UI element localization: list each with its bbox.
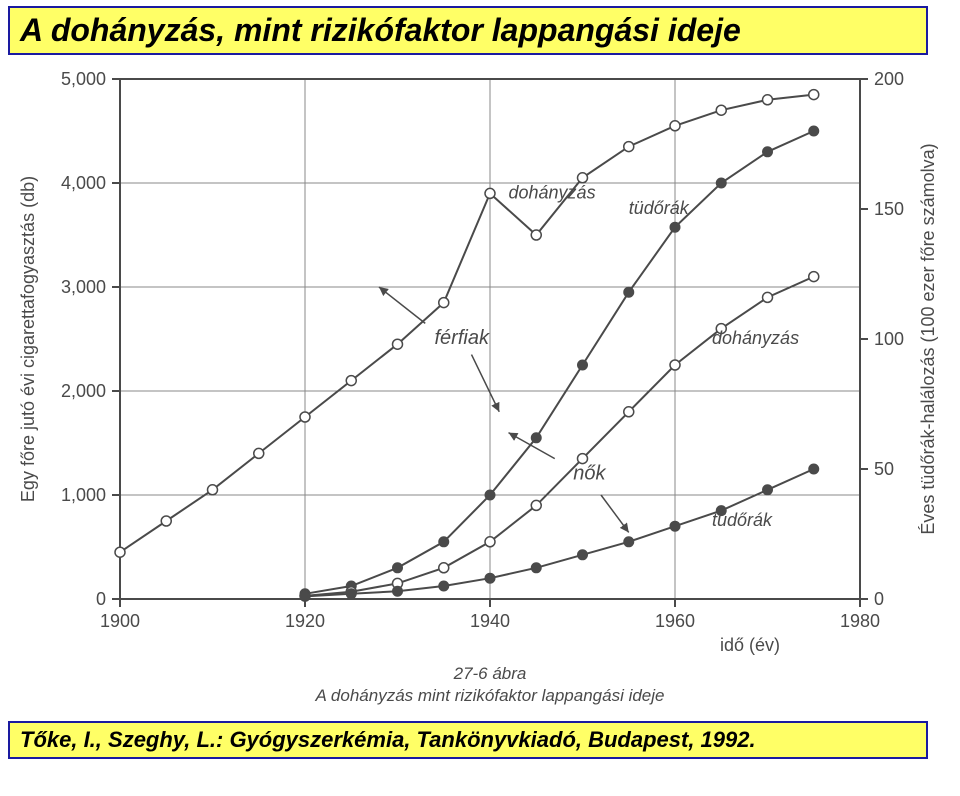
marker-open (346, 376, 356, 386)
chart-container: 1900 1920 1940 1960 1980 idő (év) 0 1,000 2,000 3… (0, 59, 960, 719)
chart-caption-line: A dohányzás mint rizikófaktor lappangási… (314, 686, 664, 705)
marker-open (624, 142, 634, 152)
chart-caption-line: 27-6 ábra (453, 664, 527, 683)
marker-open (254, 448, 264, 458)
y-right-tick-label: 150 (874, 199, 904, 219)
y-right-tick-label: 50 (874, 459, 894, 479)
chart-svg: 1900 1920 1940 1960 1980 idő (év) 0 1,000 2,000 3… (0, 59, 960, 719)
series-inline-label: tüdőrák (712, 510, 773, 530)
series-inline-label: tüdőrák (629, 198, 690, 218)
y-right-tick-label: 100 (874, 329, 904, 349)
marker-filled (624, 287, 634, 297)
marker-filled (809, 464, 819, 474)
y-left-axis-label: Egy főre jutó évi cigarettafogyasztás (d… (18, 176, 38, 502)
citation-text: Tőke, I., Szeghy, L.: Gyógyszerkémia, Ta… (20, 727, 756, 752)
marker-filled (578, 360, 588, 370)
series-line (305, 469, 814, 596)
x-tick-label: 1900 (100, 611, 140, 631)
marker-open (208, 485, 218, 495)
page-title: A dohányzás, mint rizikófaktor lappangás… (20, 12, 741, 48)
marker-open (300, 412, 310, 422)
marker-filled (716, 178, 726, 188)
marker-open (485, 188, 495, 198)
marker-open (716, 105, 726, 115)
series-inline-label: dohányzás (509, 183, 596, 203)
title-box: A dohányzás, mint rizikófaktor lappangás… (8, 6, 928, 55)
y-left-tick-label: 2,000 (61, 381, 106, 401)
marker-open (809, 90, 819, 100)
x-tick-label: 1920 (285, 611, 325, 631)
group-arrow (379, 287, 425, 323)
marker-open (578, 173, 588, 183)
marker-open (670, 121, 680, 131)
group-label: férfiak (435, 327, 490, 349)
marker-open (439, 298, 449, 308)
marker-filled (300, 591, 310, 601)
marker-filled (670, 521, 680, 531)
marker-filled (531, 563, 541, 573)
x-tick-label: 1940 (470, 611, 510, 631)
marker-filled (393, 563, 403, 573)
x-tick-label: 1980 (840, 611, 880, 631)
y-right-tick-label: 200 (874, 69, 904, 89)
marker-filled (624, 537, 634, 547)
marker-open (485, 537, 495, 547)
marker-open (763, 292, 773, 302)
marker-filled (485, 490, 495, 500)
series-line (305, 277, 814, 596)
marker-filled (393, 586, 403, 596)
group-arrow (601, 495, 629, 532)
marker-filled (578, 550, 588, 560)
x-axis-label: idő (év) (720, 635, 780, 655)
marker-filled (763, 147, 773, 157)
y-left-tick-label: 4,000 (61, 173, 106, 193)
marker-open (670, 360, 680, 370)
y-left-tick-label: 0 (96, 589, 106, 609)
marker-open (624, 407, 634, 417)
group-arrow (472, 355, 500, 412)
marker-open (439, 563, 449, 573)
marker-filled (485, 573, 495, 583)
marker-filled (531, 433, 541, 443)
marker-open (115, 547, 125, 557)
marker-filled (670, 222, 680, 232)
series-line (120, 95, 814, 553)
marker-filled (763, 485, 773, 495)
series-inline-label: dohányzás (712, 328, 799, 348)
marker-open (763, 95, 773, 105)
marker-filled (346, 589, 356, 599)
marker-filled (809, 126, 819, 136)
marker-filled (439, 537, 449, 547)
marker-filled (439, 581, 449, 591)
y-right-tick-label: 0 (874, 589, 884, 609)
marker-open (161, 516, 171, 526)
y-left-tick-label: 3,000 (61, 277, 106, 297)
y-right-axis-label: Éves tüdőrák-halálozás (100 ezer főre sz… (918, 143, 938, 534)
marker-open (531, 500, 541, 510)
citation-box: Tőke, I., Szeghy, L.: Gyógyszerkémia, Ta… (8, 721, 928, 759)
y-left-tick-label: 1,000 (61, 485, 106, 505)
y-left-tick-label: 5,000 (61, 69, 106, 89)
marker-open (393, 339, 403, 349)
x-tick-label: 1960 (655, 611, 695, 631)
group-label: nők (573, 462, 606, 484)
marker-open (531, 230, 541, 240)
marker-open (809, 272, 819, 282)
